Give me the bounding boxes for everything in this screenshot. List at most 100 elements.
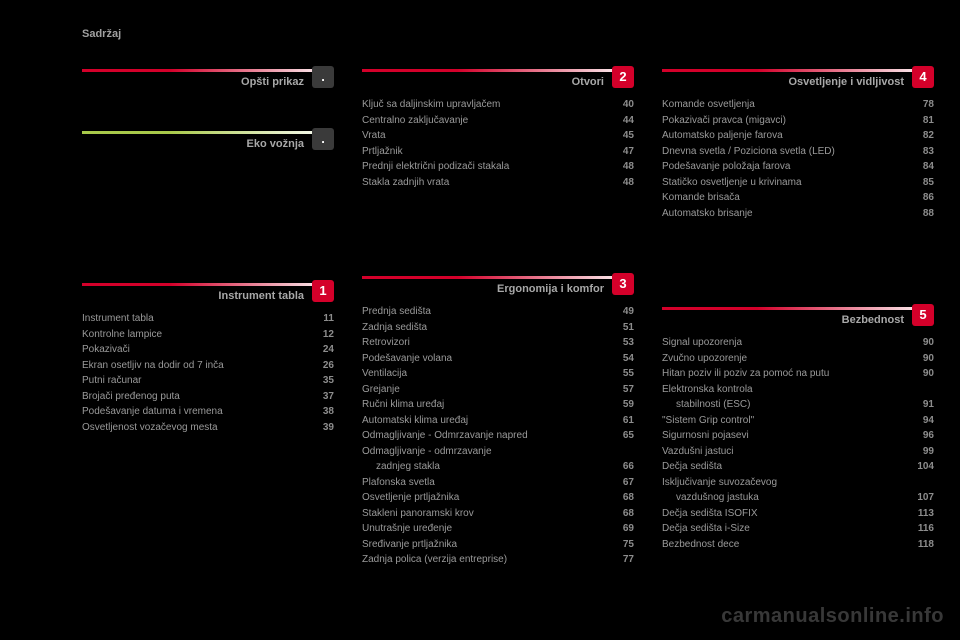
toc-label: Statičko osvetljenje u krivinama	[662, 176, 912, 190]
toc-row: Vazdušni jastuci99	[662, 445, 934, 459]
toc-row: Ključ sa daljinskim upravljačem40	[362, 98, 634, 112]
toc-label: Unutrašnje uređenje	[362, 522, 612, 536]
toc-row: Prtljažnik47	[362, 145, 634, 159]
section-items: Prednja sedišta49Zadnja sedišta51Retrovi…	[362, 305, 634, 567]
toc-page-number: 94	[912, 414, 934, 428]
toc-page-number: 24	[312, 343, 334, 357]
toc-label: Sređivanje prtljažnika	[362, 538, 612, 552]
toc-row: Automatsko paljenje farova82	[662, 129, 934, 143]
toc-page-number: 59	[612, 398, 634, 412]
toc-row: Instrument tabla11	[82, 312, 334, 326]
section-items: Signal upozorenja90Zvučno upozorenje90Hi…	[662, 336, 934, 551]
section-title: Eko vožnja	[247, 138, 304, 150]
toc-row: Prednji električni podizači stakala48	[362, 160, 634, 174]
toc-page-number: 104	[912, 460, 934, 474]
section-bar	[82, 131, 334, 134]
toc-row: Elektronska kontrola	[662, 383, 934, 397]
toc-row: Dnevna svetla / Poziciona svetla (LED)83	[662, 145, 934, 159]
toc-row: Odmagljivanje - Odmrzavanje napred65	[362, 429, 634, 443]
toc-row: Retrovizori53	[362, 336, 634, 350]
toc-page-number: 45	[612, 129, 634, 143]
toc-page-number: 53	[612, 336, 634, 350]
toc-page-number: 81	[912, 114, 934, 128]
toc-label: Komande osvetljenja	[662, 98, 912, 112]
toc-page: Sadržaj Opšti prikaz . Eko vožnja .	[0, 0, 960, 595]
toc-row: Putni računar35	[82, 374, 334, 388]
toc-label: Ručni klima uređaj	[362, 398, 612, 412]
toc-row: Dečja sedišta i-Size116	[662, 522, 934, 536]
toc-page-number: 48	[612, 160, 634, 174]
section-head: Instrument tabla 1	[82, 280, 334, 302]
section-title: Otvori	[572, 76, 604, 88]
toc-page-number: 26	[312, 359, 334, 373]
toc-label: Zadnja sedišta	[362, 321, 612, 335]
toc-row: Podešavanje volana54	[362, 352, 634, 366]
toc-page-number: 44	[612, 114, 634, 128]
toc-label: Vrata	[362, 129, 612, 143]
toc-row: Odmagljivanje - odmrzavanje	[362, 445, 634, 459]
toc-row: Prednja sedišta49	[362, 305, 634, 319]
toc-page-number: 55	[612, 367, 634, 381]
section-items: Instrument tabla11Kontrolne lampice12Pok…	[82, 312, 334, 434]
toc-row: Kontrolne lampice12	[82, 328, 334, 342]
toc-page-number: 61	[612, 414, 634, 428]
toc-row: stabilnosti (ESC)91	[662, 398, 934, 412]
toc-row: zadnjeg stakla66	[362, 460, 634, 474]
toc-label: Bezbednost dece	[662, 538, 912, 552]
column-3: Osvetljenje i vidljivost 4 Komande osvet…	[662, 66, 934, 595]
section-badge: .	[312, 128, 334, 150]
toc-row: Hitan poziv ili poziv za pomoć na putu90	[662, 367, 934, 381]
toc-page-number: 35	[312, 374, 334, 388]
toc-page-number: 113	[912, 507, 934, 521]
section-overview: Opšti prikaz .	[82, 66, 334, 98]
toc-row: Dečja sedišta ISOFIX113	[662, 507, 934, 521]
section-badge: 3	[612, 273, 634, 295]
toc-row: Komande brisača86	[662, 191, 934, 205]
toc-row: Osvetljenost vozačevog mesta39	[82, 421, 334, 435]
toc-label: Komande brisača	[662, 191, 912, 205]
toc-page-number: 78	[912, 98, 934, 112]
section-title: Bezbednost	[842, 314, 904, 326]
toc-label: Odmagljivanje - Odmrzavanje napred	[362, 429, 612, 443]
toc-label: Automatsko brisanje	[662, 207, 912, 221]
section-bar	[662, 307, 934, 310]
toc-label: Vazdušni jastuci	[662, 445, 912, 459]
toc-label: Hitan poziv ili poziv za pomoć na putu	[662, 367, 912, 381]
column-2: Otvori 2 Ključ sa daljinskim upravljačem…	[362, 66, 634, 595]
section-badge: 1	[312, 280, 334, 302]
toc-page-number: 88	[912, 207, 934, 221]
toc-label: Podešavanje volana	[362, 352, 612, 366]
toc-page-number: 57	[612, 383, 634, 397]
toc-row: Podešavanje datuma i vremena38	[82, 405, 334, 419]
watermark: carmanualsonline.info	[721, 605, 944, 628]
toc-row: Zadnja polica (verzija entreprise)77	[362, 553, 634, 567]
section-head: Bezbednost 5	[662, 304, 934, 326]
section-items: Ključ sa daljinskim upravljačem40Central…	[362, 98, 634, 189]
toc-row: Isključivanje suvozačevog	[662, 476, 934, 490]
toc-page-number: 49	[612, 305, 634, 319]
toc-row: Ekran osetljiv na dodir od 7 inča26	[82, 359, 334, 373]
section-bar	[362, 276, 634, 279]
toc-label: Stakleni panoramski krov	[362, 507, 612, 521]
toc-page-number: 90	[912, 336, 934, 350]
section-head: Opšti prikaz .	[82, 66, 334, 88]
toc-page-number: 11	[312, 312, 334, 326]
toc-label: Ključ sa daljinskim upravljačem	[362, 98, 612, 112]
toc-row: Pokazivači pravca (migavci)81	[662, 114, 934, 128]
toc-label: Dečja sedišta	[662, 460, 912, 474]
section-badge: 2	[612, 66, 634, 88]
toc-label: Isključivanje suvozačevog	[662, 476, 934, 490]
toc-row: Plafonska svetla67	[362, 476, 634, 490]
toc-label: Grejanje	[362, 383, 612, 397]
toc-page-number: 107	[912, 491, 934, 505]
toc-label: Zadnja polica (verzija entreprise)	[362, 553, 612, 567]
toc-label: Instrument tabla	[82, 312, 312, 326]
section-badge: .	[312, 66, 334, 88]
page-title: Sadržaj	[82, 28, 912, 40]
toc-row: Automatsko brisanje88	[662, 207, 934, 221]
section-osvet: Osvetljenje i vidljivost 4 Komande osvet…	[662, 66, 934, 220]
toc-row: Ventilacija55	[362, 367, 634, 381]
toc-label: Prednji električni podizači stakala	[362, 160, 612, 174]
toc-row: Dečja sedišta104	[662, 460, 934, 474]
toc-label: Dnevna svetla / Poziciona svetla (LED)	[662, 145, 912, 159]
